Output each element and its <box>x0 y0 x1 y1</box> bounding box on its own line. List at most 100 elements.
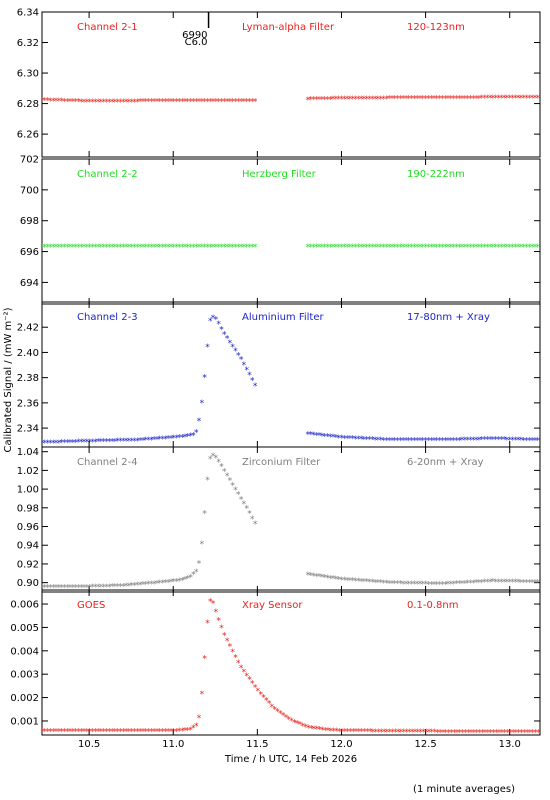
data-point: * <box>336 434 341 444</box>
data-point: * <box>522 729 527 739</box>
data-point: * <box>124 243 129 253</box>
data-point: * <box>230 481 235 491</box>
data-point: * <box>118 98 123 108</box>
data-point: * <box>415 437 420 447</box>
data-point: * <box>118 437 123 447</box>
data-point: * <box>188 97 193 107</box>
data-point: * <box>409 580 414 590</box>
data-point: * <box>493 578 498 588</box>
data-point: * <box>449 94 454 104</box>
data-point: * <box>429 243 434 253</box>
y-tick-label: 702 <box>20 155 39 166</box>
data-point: * <box>197 417 202 427</box>
data-point: * <box>345 243 350 253</box>
data-point: * <box>387 243 392 253</box>
data-point: * <box>488 94 493 104</box>
data-point: * <box>222 243 227 253</box>
y-tick-label: 696 <box>20 247 39 258</box>
data-point: * <box>174 577 179 587</box>
data-point: * <box>485 578 490 588</box>
data-point: * <box>82 243 87 253</box>
data-point: * <box>104 243 109 253</box>
data-point: * <box>404 437 409 447</box>
data-point: * <box>236 351 241 361</box>
data-point: * <box>267 700 272 710</box>
data-point: * <box>320 726 325 736</box>
data-point: * <box>141 98 146 108</box>
data-point: * <box>144 243 149 253</box>
data-point: * <box>281 712 286 722</box>
y-tick-label: 0.002 <box>10 693 39 704</box>
data-point: * <box>79 438 84 448</box>
data-point: * <box>138 437 143 447</box>
data-point: * <box>113 98 118 108</box>
data-point: * <box>236 659 241 669</box>
data-point: * <box>460 728 465 738</box>
data-point: * <box>367 95 372 105</box>
data-point: * <box>502 729 507 739</box>
data-point: * <box>343 728 348 738</box>
panel-frame <box>41 589 541 736</box>
data-point: * <box>219 463 224 473</box>
data-point: * <box>45 243 50 253</box>
data-point: * <box>359 243 364 253</box>
data-point: * <box>65 727 70 737</box>
data-point: * <box>236 97 241 107</box>
data-point: * <box>107 727 112 737</box>
data-point: * <box>314 572 319 582</box>
data-point: * <box>370 243 375 253</box>
data-point: * <box>247 97 252 107</box>
y-tick-label: 0.94 <box>17 541 39 552</box>
data-point: * <box>437 580 442 590</box>
data-point: * <box>536 579 541 589</box>
data-point: * <box>468 579 473 589</box>
data-point: * <box>412 580 417 590</box>
y-tick-label: 0.004 <box>10 646 39 657</box>
data-point: * <box>169 727 174 737</box>
data-point: * <box>295 720 300 730</box>
data-point: * <box>146 727 151 737</box>
data-point: * <box>59 97 64 107</box>
data-point: * <box>301 722 306 732</box>
data-point: * <box>219 97 224 107</box>
data-point: * <box>275 708 280 718</box>
data-point: * <box>87 438 92 448</box>
y-tick-label: 1.04 <box>17 447 39 458</box>
data-point: * <box>421 95 426 105</box>
data-point: * <box>166 97 171 107</box>
data-point: * <box>401 95 406 105</box>
data-point: * <box>104 727 109 737</box>
data-point: * <box>101 243 106 253</box>
data-point: * <box>228 642 233 652</box>
data-point: * <box>40 583 45 593</box>
y-tick-label: 6.30 <box>17 69 39 80</box>
data-point: * <box>132 437 137 447</box>
data-point: * <box>393 243 398 253</box>
data-point: * <box>169 243 174 253</box>
data-point: * <box>407 580 412 590</box>
data-point: * <box>76 438 81 448</box>
data-point: * <box>177 434 182 444</box>
data-point: * <box>186 726 191 736</box>
data-point: * <box>186 575 191 585</box>
data-point: * <box>455 728 460 738</box>
data-point: * <box>393 437 398 447</box>
data-point: * <box>155 98 160 108</box>
data-point: * <box>322 432 327 442</box>
data-point: * <box>373 728 378 738</box>
data-point: * <box>247 676 252 686</box>
data-point: * <box>356 577 361 587</box>
data-point: * <box>253 382 258 392</box>
data-point: * <box>435 437 440 447</box>
data-point: * <box>135 727 140 737</box>
data-point: * <box>488 243 493 253</box>
data-point: * <box>373 578 378 588</box>
data-point: * <box>85 98 90 108</box>
data-point: * <box>373 243 378 253</box>
data-point: * <box>331 243 336 253</box>
data-point: * <box>491 729 496 739</box>
data-point: * <box>390 95 395 105</box>
data-point: * <box>491 243 496 253</box>
data-point: * <box>76 98 81 108</box>
data-point: * <box>350 435 355 445</box>
